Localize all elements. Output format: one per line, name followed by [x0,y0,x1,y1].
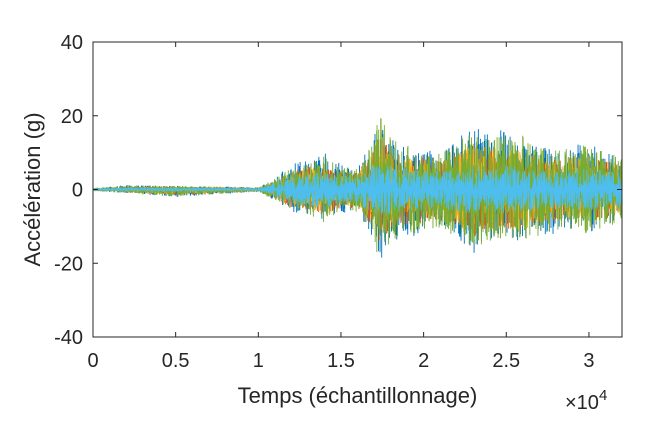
ticks-layer: 0 0.5 1 1.5 2 2.5 3 -40 -20 0 20 40 [54,32,622,372]
y-tick-label: -20 [54,253,83,275]
x-tick-label: 0 [87,350,98,372]
y-axis-label: Accélération (g) [20,112,45,266]
x-tick-label: 2.5 [492,350,520,372]
x-tick-label: 1.5 [327,350,355,372]
x-exponent-power: 4 [599,387,607,404]
series-layer [93,118,622,258]
y-tick-label: 20 [61,106,83,128]
y-tick-label: -40 [54,327,83,349]
y-tick-label: 40 [61,32,83,54]
x-tick-label: 3 [583,350,594,372]
x-exponent-label: ×104 [565,387,607,414]
x-tick-label: 2 [418,350,429,372]
x-exponent-base: ×10 [565,392,599,414]
y-tick-label: 0 [72,180,83,202]
x-tick-label: 0.5 [162,350,190,372]
x-axis-label: Temps (échantillonnage) [238,383,478,408]
series-line-5 [93,165,622,215]
x-tick-label: 1 [253,350,264,372]
